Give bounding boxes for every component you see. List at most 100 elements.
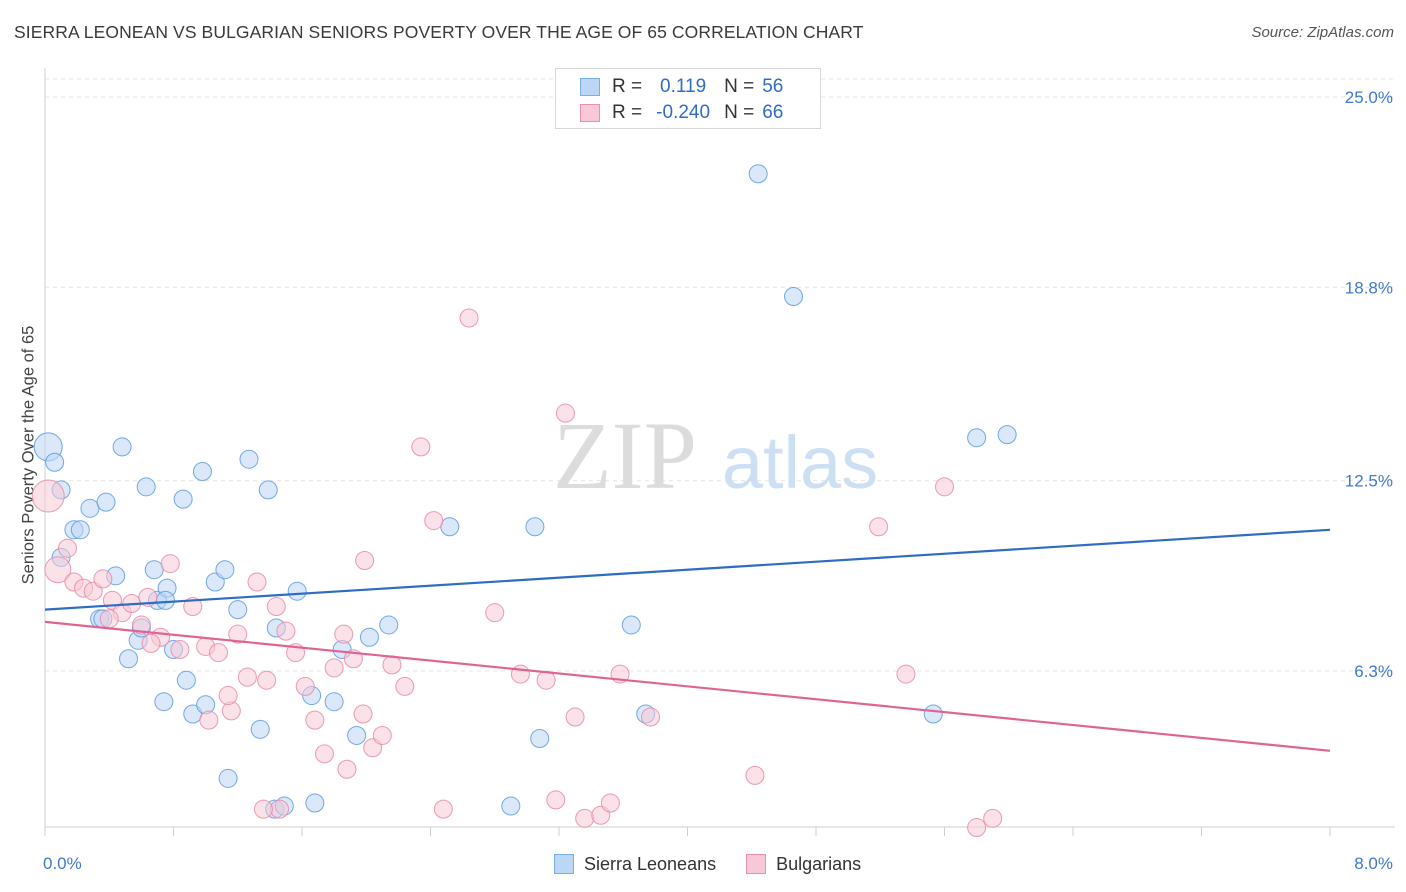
point-sierra-leonean <box>112 437 132 457</box>
point-bulgarian <box>131 615 151 635</box>
legend-item-sierra-leoneans[interactable]: Sierra Leoneans <box>554 854 716 875</box>
point-sierra-leonean <box>96 492 116 512</box>
point-sierra-leonean <box>748 164 768 184</box>
point-sierra-leonean <box>324 692 344 712</box>
legend-n-value: 56 <box>762 76 784 97</box>
point-sierra-leonean <box>196 695 216 715</box>
point-sierra-leonean <box>192 461 212 481</box>
point-sierra-leonean <box>119 649 139 669</box>
legend-swatch-pink <box>580 104 600 122</box>
x-tick-label: 8.0% <box>1354 854 1393 873</box>
point-sierra-leonean <box>997 425 1017 445</box>
point-bulgarian <box>253 799 273 819</box>
point-bulgarian <box>536 670 556 690</box>
data-points <box>31 164 1017 838</box>
legend-swatch-pink <box>746 854 767 874</box>
point-bulgarian <box>896 664 916 684</box>
correlation-legend: R = 0.119 N = 56 R = -0.240 N = 66 <box>555 68 821 129</box>
point-bulgarian <box>257 670 277 690</box>
point-bulgarian <box>353 704 373 724</box>
legend-swatch-blue <box>580 78 600 96</box>
point-sierra-leonean <box>218 768 238 788</box>
point-bulgarian <box>237 667 257 687</box>
point-bulgarian <box>745 765 765 785</box>
point-sierra-leonean <box>155 590 175 610</box>
point-sierra-leonean <box>440 517 460 537</box>
gridlines <box>45 78 1395 672</box>
point-bulgarian <box>160 554 180 574</box>
legend-label: Sierra Leoneans <box>584 853 717 874</box>
point-bulgarian <box>641 707 661 727</box>
y-tick-label: 12.5% <box>1345 472 1393 491</box>
watermark: ZIP atlas <box>553 402 878 509</box>
point-bulgarian <box>31 479 65 513</box>
source-credit: Source: ZipAtlas.com <box>1251 24 1394 41</box>
point-bulgarian <box>208 643 228 663</box>
point-bulgarian <box>869 517 889 537</box>
point-bulgarian <box>411 437 431 457</box>
point-bulgarian <box>314 744 334 764</box>
tick-labels: 25.0% 18.8% 12.5% 6.3% 0.0% 8.0% <box>43 88 1393 873</box>
point-bulgarian <box>935 477 954 497</box>
point-bulgarian <box>183 597 203 617</box>
y-tick-label: 6.3% <box>1354 662 1393 681</box>
point-sierra-leonean <box>347 725 367 745</box>
point-bulgarian <box>546 790 566 810</box>
point-bulgarian <box>510 664 530 684</box>
point-bulgarian <box>295 676 315 696</box>
watermark-atlas: atlas <box>722 421 878 504</box>
point-sierra-leonean <box>967 428 987 448</box>
legend-item-bulgarians[interactable]: Bulgarians <box>746 854 861 875</box>
point-sierra-leonean <box>359 627 379 647</box>
point-sierra-leonean <box>45 452 65 472</box>
legend-label: Bulgarians <box>776 853 862 874</box>
point-sierra-leonean <box>239 449 259 469</box>
legend-swatch-blue <box>554 854 574 874</box>
point-bulgarian <box>57 538 77 558</box>
point-sierra-leonean <box>136 477 156 497</box>
legend-n-label: N = <box>724 102 755 123</box>
point-bulgarian <box>99 609 119 629</box>
point-sierra-leonean <box>154 692 174 712</box>
legend-r-value: 0.119 <box>660 76 707 97</box>
x-tick-label: 0.0% <box>43 854 82 873</box>
point-bulgarian <box>270 799 290 819</box>
point-bulgarian <box>266 597 286 617</box>
point-bulgarian <box>600 793 620 813</box>
legend-row-sierra-leoneans: R = 0.119 N = 56 <box>580 75 783 99</box>
point-sierra-leonean <box>501 796 521 816</box>
point-sierra-leonean <box>70 520 90 540</box>
point-bulgarian <box>228 624 248 644</box>
point-sierra-leonean <box>250 719 270 739</box>
trend-line-bulgarians <box>44 620 1331 752</box>
point-bulgarian <box>459 308 479 328</box>
point-sierra-leonean <box>530 729 550 749</box>
point-bulgarian <box>424 511 444 531</box>
point-bulgarian <box>44 556 72 584</box>
point-bulgarian <box>334 624 354 644</box>
point-sierra-leonean <box>215 560 235 580</box>
point-bulgarian <box>199 710 219 730</box>
trend-lines <box>44 528 1331 752</box>
point-bulgarian <box>305 710 325 730</box>
point-bulgarian <box>575 808 595 828</box>
point-bulgarian <box>565 707 585 727</box>
point-sierra-leonean <box>176 670 196 690</box>
point-sierra-leonean <box>784 287 804 307</box>
point-sierra-leonean <box>80 498 100 518</box>
point-sierra-leonean <box>228 600 248 620</box>
legend-row-bulgarians: R = -0.240 N = 66 <box>580 101 783 125</box>
point-bulgarian <box>93 569 113 589</box>
series-legend: Sierra Leoneans Bulgarians <box>554 852 891 876</box>
point-bulgarian <box>355 550 375 570</box>
legend-n-label: N = <box>724 76 755 97</box>
point-sierra-leonean <box>144 560 164 580</box>
legend-r-label: R = <box>612 76 643 97</box>
point-sierra-leonean <box>173 489 193 509</box>
legend-n-value: 66 <box>762 102 784 123</box>
point-sierra-leonean <box>287 581 307 601</box>
point-bulgarian <box>337 759 357 779</box>
point-bulgarian <box>276 621 296 641</box>
point-bulgarian <box>485 603 505 623</box>
